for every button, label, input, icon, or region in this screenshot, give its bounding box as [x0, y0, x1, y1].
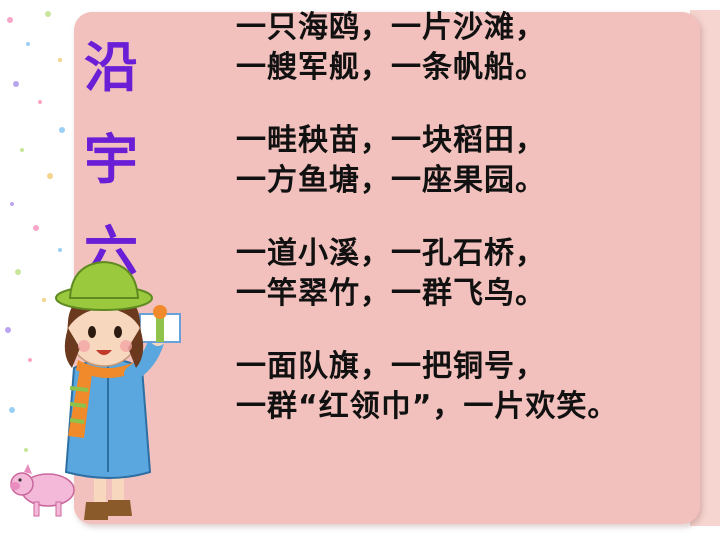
poem-line: 一面队旗，一把铜号， — [236, 349, 546, 384]
gift-box-icon — [139, 305, 181, 343]
poem-line: 一群“红领巾”，一片欢笑。 — [236, 389, 619, 424]
stanza-3: 一道小溪，一孔石桥， 一竿翠竹，一群飞鸟。 — [236, 234, 706, 314]
poem-line: 一道小溪，一孔石桥， — [236, 236, 546, 271]
stanza-4: 一面队旗，一把铜号， 一群“红领巾”，一片欢笑。 — [236, 347, 706, 427]
poem-line: 一艘军舰，一条帆船。 — [236, 50, 546, 85]
piglet-illustration — [10, 464, 75, 517]
poem-panel — [74, 12, 700, 524]
poem-line: 一竿翠竹，一群飞鸟。 — [236, 276, 546, 311]
girl-with-gift-illustration — [10, 260, 181, 520]
poem-line: 一只海鸥，一片沙滩， — [236, 10, 546, 45]
poem: 一只海鸥，一片沙滩， 一艘军舰，一条帆船。 一畦秧苗，一块稻田， 一方鱼塘，一座… — [236, 8, 706, 460]
title-char-2: 宇 — [84, 128, 138, 191]
poem-line: 一方鱼塘，一座果园。 — [236, 163, 546, 198]
title-char-1: 沿 — [84, 36, 138, 99]
vertical-title: 沿 宇 六 — [78, 22, 144, 298]
stanza-1: 一只海鸥，一片沙滩， 一艘军舰，一条帆船。 — [236, 8, 706, 88]
stanza-2: 一畦秧苗，一块稻田， 一方鱼塘，一座果园。 — [236, 121, 706, 201]
poem-line: 一畦秧苗，一块稻田， — [236, 123, 546, 158]
